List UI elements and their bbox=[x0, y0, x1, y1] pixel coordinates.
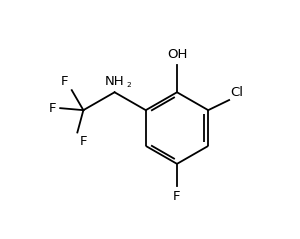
Text: F: F bbox=[61, 75, 68, 88]
Text: F: F bbox=[173, 190, 181, 203]
Text: $_2$: $_2$ bbox=[126, 80, 132, 90]
Text: F: F bbox=[80, 135, 87, 148]
Text: NH: NH bbox=[105, 75, 124, 88]
Text: F: F bbox=[49, 102, 57, 115]
Text: Cl: Cl bbox=[230, 86, 243, 99]
Text: OH: OH bbox=[167, 48, 187, 61]
